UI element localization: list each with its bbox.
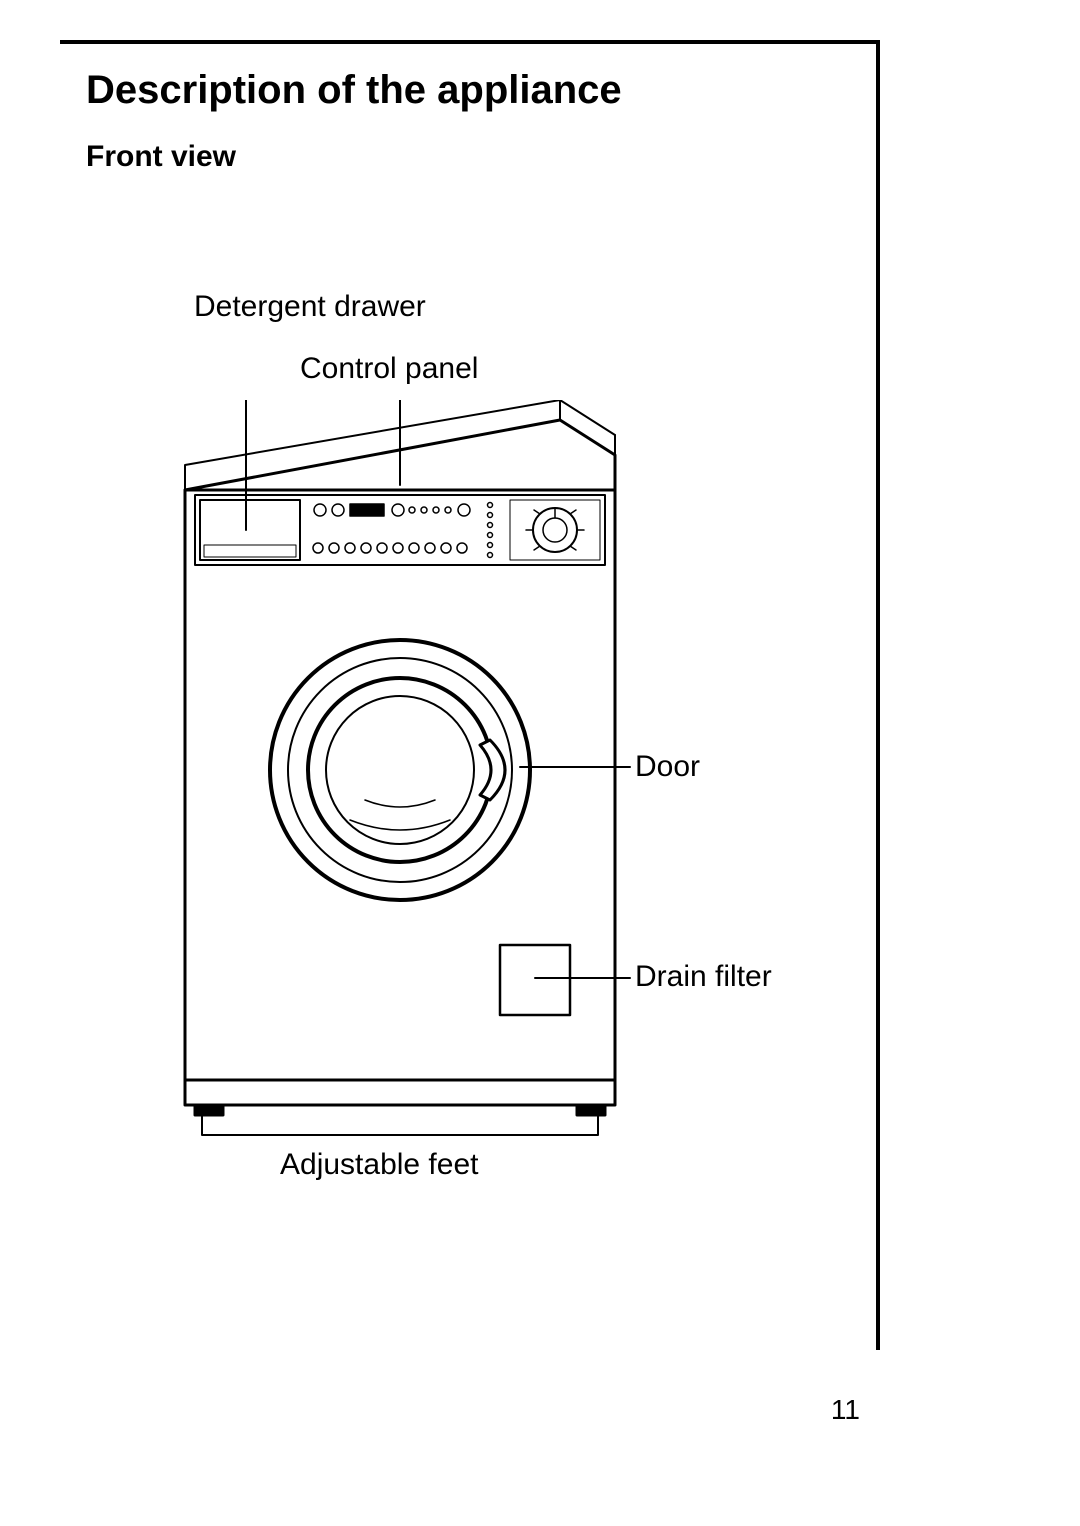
washing-machine-diagram xyxy=(140,400,780,1180)
page-heading: Description of the appliance xyxy=(86,68,622,113)
section-subheading: Front view xyxy=(86,140,236,174)
page-number: 11 xyxy=(831,1394,860,1426)
label-detergent-drawer: Detergent drawer xyxy=(194,290,426,324)
label-control-panel: Control panel xyxy=(300,352,478,386)
